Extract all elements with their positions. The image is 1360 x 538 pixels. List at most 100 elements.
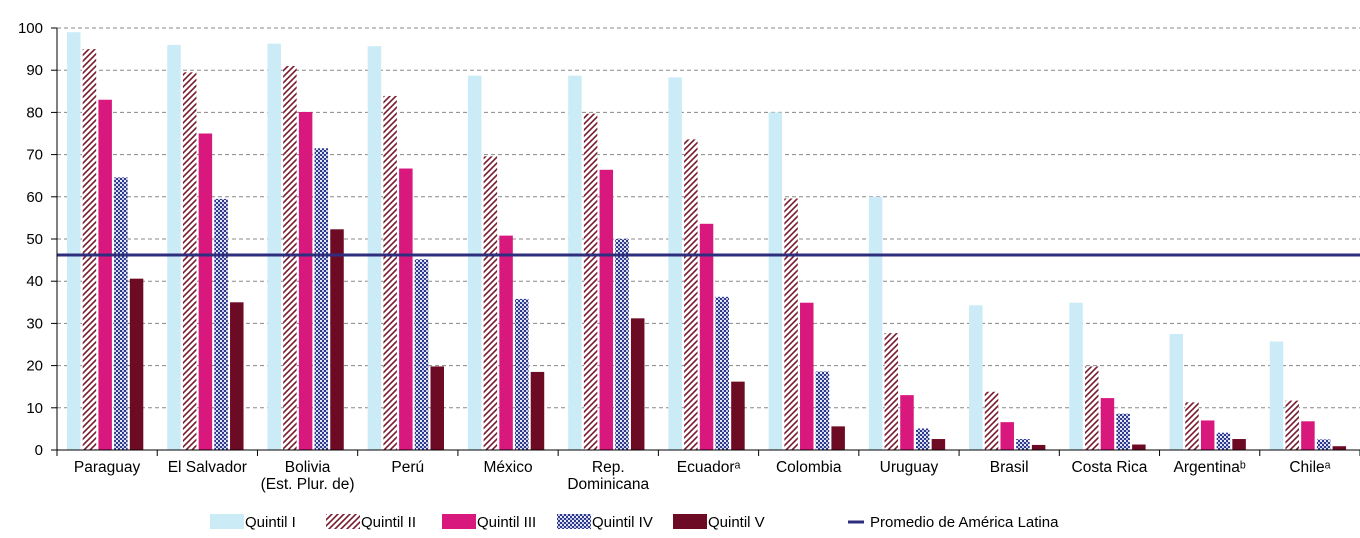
bar [1285, 400, 1299, 450]
legend-swatch [673, 514, 707, 529]
bar [715, 296, 729, 450]
bar [668, 77, 682, 451]
x-tick-label-line: Paraguay [74, 459, 141, 476]
legend-swatch [442, 514, 476, 529]
bar [1301, 421, 1315, 450]
bar [314, 148, 329, 450]
bar [568, 75, 582, 450]
x-tick-label: Perú [391, 459, 424, 476]
x-tick-label-line: Rep. [592, 459, 625, 476]
x-tick-label-line: Perú [391, 459, 424, 476]
legend-label: Quintil I [245, 514, 296, 531]
bar [699, 223, 714, 450]
bar [831, 426, 845, 450]
legend: Quintil I Quintil II Quintil III Quintil IV… [210, 514, 1059, 531]
bar [931, 439, 946, 450]
y-tick-label: 50 [26, 231, 43, 248]
bar [283, 65, 297, 450]
y-tick-label: 10 [26, 400, 43, 417]
bar [367, 46, 382, 451]
legend-swatch [210, 514, 244, 529]
bar [298, 111, 313, 450]
bar [884, 333, 899, 450]
bar [182, 72, 197, 450]
legend-label: Quintil IV [592, 514, 653, 531]
x-tick-label-line: Bolivia [285, 459, 331, 476]
bar [1216, 432, 1231, 450]
bar [1232, 439, 1246, 450]
bar [214, 198, 228, 450]
x-tick-label: Brasil [990, 459, 1029, 476]
x-tick-label: Paraguay [74, 459, 141, 476]
y-tick-label: 70 [26, 147, 43, 164]
x-tick-label: Rep. Dominicana [567, 459, 649, 493]
bar [414, 259, 429, 450]
bar [1332, 446, 1347, 450]
bar [768, 112, 783, 451]
bar [1132, 444, 1146, 450]
bar [467, 75, 482, 450]
bar [583, 113, 598, 450]
y-tick-label: 90 [26, 62, 43, 79]
bar [198, 133, 213, 450]
bar [230, 302, 244, 450]
bar [1116, 413, 1130, 450]
bar [499, 235, 513, 450]
y-tick-label: 20 [26, 358, 43, 375]
x-tick-label: Bolivia (Est. Plur. de) [261, 459, 355, 493]
x-tick-label-line: Uruguay [880, 459, 939, 476]
bar [1316, 439, 1331, 450]
bar [815, 371, 830, 450]
legend-label: Quintil III [477, 514, 536, 531]
x-tick-label-line: Costa Rica [1072, 459, 1148, 476]
x-tick-label-line: México [483, 459, 532, 476]
bar [1016, 439, 1030, 450]
bar [530, 371, 545, 450]
bar [330, 229, 344, 450]
bar [615, 239, 629, 450]
x-tick-label: Chileᵃ [1289, 459, 1330, 476]
x-tick-label: México [483, 459, 532, 476]
bars [67, 32, 1347, 451]
x-tick-label-line: Dominicana [567, 476, 649, 493]
y-tick-label: 60 [26, 189, 43, 206]
bar [784, 198, 798, 450]
legend-swatch [557, 514, 591, 529]
bar [399, 168, 413, 450]
bar [731, 381, 745, 450]
x-tick-label-line: Chileᵃ [1289, 459, 1330, 476]
legend-label: Quintil V [708, 514, 765, 531]
x-tick-label: Argentinaᵇ [1174, 459, 1246, 476]
bar [868, 196, 883, 450]
x-tick-label: Uruguay [880, 459, 939, 476]
x-tick-label: Colombia [776, 459, 842, 476]
y-tick-label: 100 [18, 20, 43, 37]
bar [1031, 444, 1046, 450]
bar [167, 44, 181, 450]
bar [267, 43, 281, 450]
bar [900, 395, 914, 450]
bar [1269, 341, 1284, 450]
x-tick-label-line: El Salvador [168, 459, 247, 476]
bar [1000, 422, 1014, 450]
y-tick-label: 0 [35, 442, 43, 459]
legend-label: Quintil II [361, 514, 416, 531]
bar [515, 298, 529, 450]
bar [1085, 366, 1099, 450]
bar [430, 366, 444, 450]
x-tick-label: El Salvador [168, 459, 247, 476]
bar [114, 177, 128, 450]
bar [98, 99, 112, 451]
x-tick-label-line: (Est. Plur. de) [261, 476, 355, 493]
bar [483, 156, 498, 450]
bar [1185, 402, 1199, 450]
axes: 0 10 20 30 40 50 60 70 80 90 100 Paraguay El Salvado… [18, 20, 1360, 493]
bar [383, 95, 397, 450]
x-tick-label-line: Ecuadorᵃ [677, 459, 741, 476]
bar [1100, 398, 1115, 450]
bar [1200, 420, 1215, 450]
x-tick-label-line: Brasil [990, 459, 1029, 476]
bar [800, 302, 814, 450]
bar [969, 305, 983, 450]
bar [630, 318, 645, 450]
